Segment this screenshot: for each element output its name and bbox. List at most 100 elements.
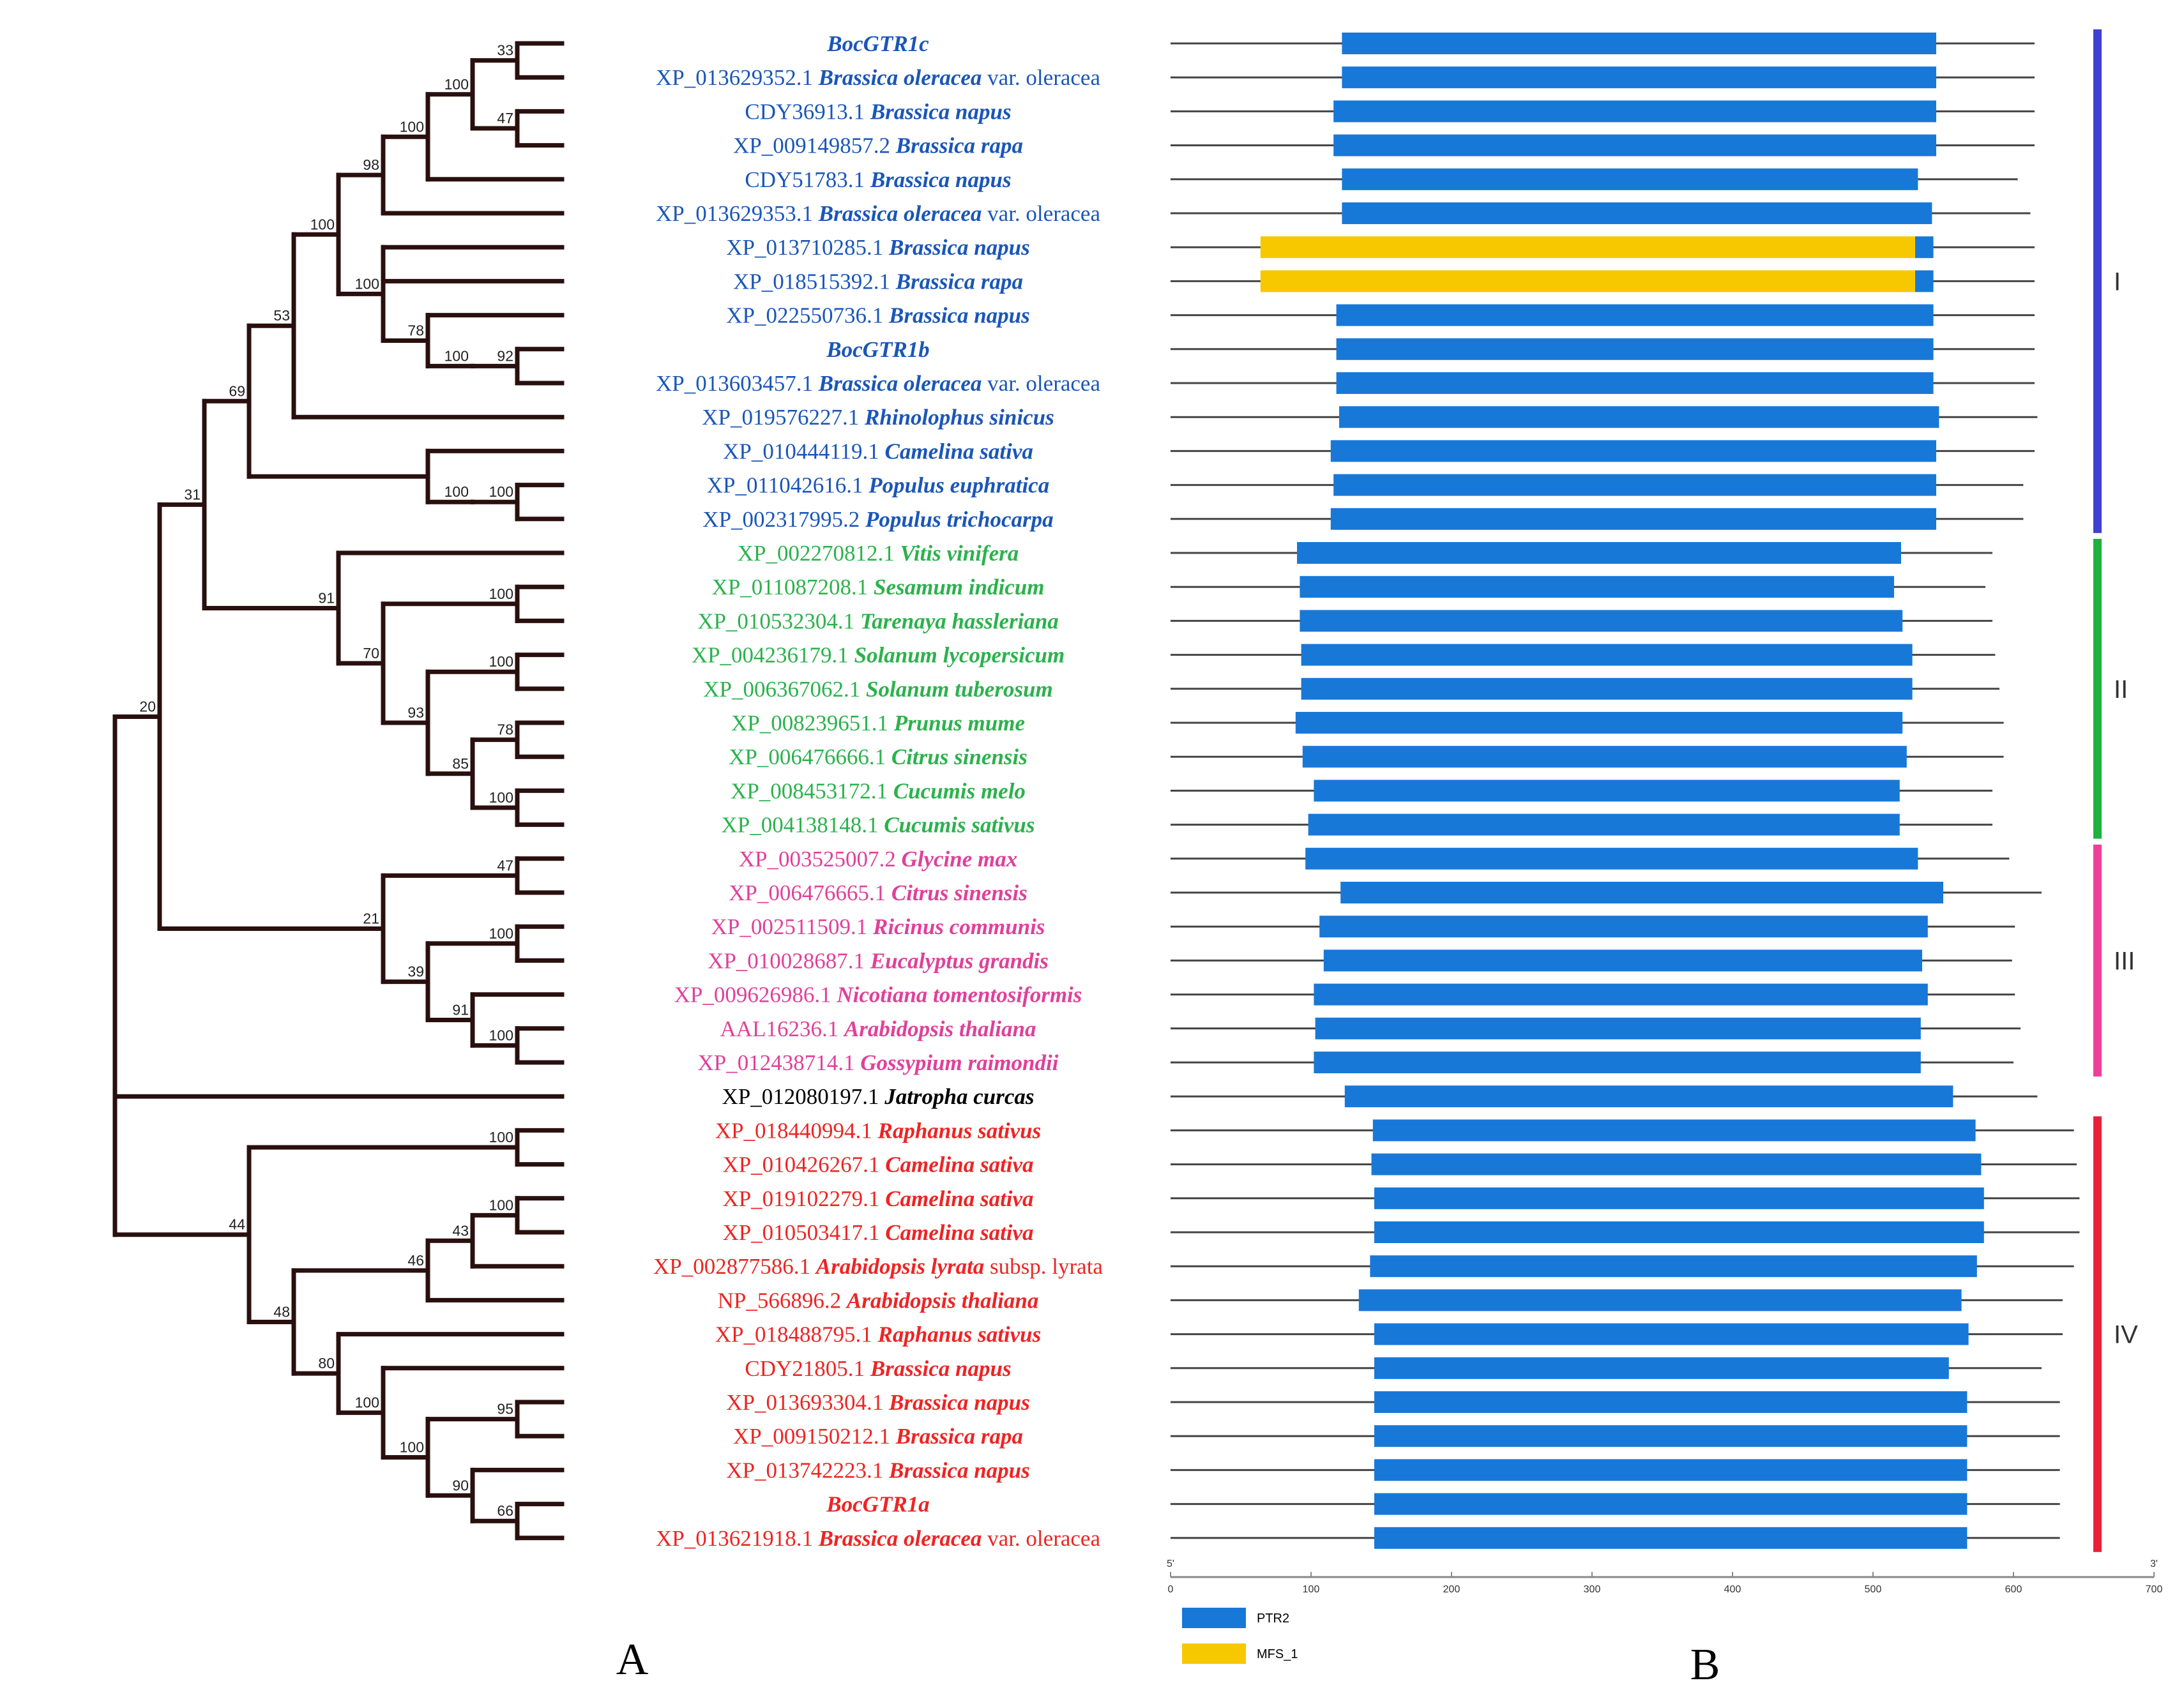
taxon-label: XP_018440994.1 Raphanus sativus: [715, 1118, 1042, 1143]
domain-row: [1171, 1119, 2074, 1142]
domain-legend: PTR2 MFS_1: [1182, 1608, 1298, 1664]
ptr2-domain: [1308, 813, 1900, 836]
species-name: Arabidopsis lyrata: [815, 1254, 985, 1279]
species-name: Gossypium raimondii: [860, 1050, 1058, 1075]
axis-tick-label: 0: [1168, 1584, 1174, 1595]
species-name: Brassica napus: [888, 1390, 1030, 1415]
accession: CDY21805.1: [745, 1356, 870, 1381]
bootstrap-value: 90: [452, 1477, 469, 1493]
bootstrap-value: 100: [400, 118, 424, 135]
domain-row: [1171, 1255, 2074, 1278]
bootstrap-value: 47: [497, 110, 513, 126]
accession: XP_002877586.1: [653, 1254, 816, 1279]
clade-bar: [2093, 539, 2102, 839]
bootstrap-value: 100: [355, 1394, 379, 1411]
accession: XP_010444119.1: [723, 439, 884, 464]
ptr2-domain: [1344, 1085, 1953, 1108]
accession: XP_011087208.1: [712, 575, 874, 600]
taxon-label: XP_013621918.1 Brassica oleracea var. ol…: [656, 1526, 1100, 1551]
domain-row: [1171, 406, 2038, 428]
taxon-label: XP_012080197.1 Jatropha curcas: [722, 1084, 1034, 1109]
bootstrap-value: 44: [229, 1216, 245, 1233]
accession: XP_022550736.1: [726, 303, 889, 328]
infraspecific-name: var. oleracea: [982, 1526, 1100, 1551]
species-name: Citrus sinensis: [891, 744, 1028, 769]
domain-row: [1171, 1323, 2063, 1345]
clade-bar: [2093, 844, 2102, 1076]
taxon-label: XP_013710285.1 Brassica napus: [726, 235, 1030, 260]
axis-tick-label: 100: [1303, 1584, 1320, 1595]
bootstrap-value: 33: [497, 42, 513, 59]
accession: CDY51783.1: [745, 167, 870, 192]
taxon-label: CDY51783.1 Brassica napus: [745, 167, 1011, 192]
bootstrap-value: 95: [497, 1401, 513, 1417]
phylogenetic-tree: 33 47 100 100 98 92 100 78 100 100 53 100 100 69 100 10…: [112, 41, 565, 1541]
bootstrap-value: 53: [273, 307, 290, 324]
accession: XP_012438714.1: [698, 1050, 861, 1075]
taxon-label: XP_009626986.1 Nicotiana tomentosiformis: [674, 983, 1082, 1008]
species-name: Arabidopsis thaliana: [843, 1016, 1036, 1041]
bootstrap-value: 100: [355, 275, 379, 292]
taxon-label: XP_010444119.1 Camelina sativa: [723, 439, 1033, 464]
bootstrap-value: 100: [489, 1129, 513, 1145]
accession: XP_019102279.1: [722, 1186, 885, 1211]
domain-row: [1171, 1425, 2060, 1447]
ptr2-domain: [1333, 134, 1936, 156]
mfs1-domain: [1260, 236, 1915, 259]
accession: CDY36913.1: [745, 99, 870, 124]
domain-row: [1171, 1357, 2042, 1379]
ptr2-domain: [1340, 882, 1943, 903]
axis-tick-label: 500: [1865, 1584, 1882, 1595]
domain-row: [1171, 1187, 2080, 1209]
species-name: Raphanus sativus: [877, 1118, 1041, 1143]
mfs1-domain: [1260, 270, 1915, 292]
bootstrap-value: 92: [497, 347, 513, 364]
legend-swatch: [1182, 1608, 1246, 1628]
ptr2-domain: [1301, 677, 1913, 700]
panel-label-b: B: [1690, 1640, 1720, 1689]
bootstrap-value: 91: [318, 589, 335, 606]
species-name: Brassica napus: [888, 303, 1030, 328]
species-name: BocGTR1b: [826, 337, 929, 362]
axis-tick-label: 700: [2146, 1584, 2163, 1595]
taxon-label: XP_019102279.1 Camelina sativa: [722, 1186, 1033, 1211]
ptr2-domain: [1339, 406, 1939, 428]
ptr2-domain: [1330, 508, 1936, 530]
domain-row: [1171, 338, 2035, 360]
accession: XP_013603457.1: [656, 371, 819, 396]
species-name: BocGTR1c: [826, 31, 929, 56]
taxon-label: XP_018488795.1 Raphanus sativus: [715, 1322, 1042, 1347]
accession: XP_018440994.1: [715, 1118, 878, 1143]
bootstrap-value: 100: [400, 1438, 424, 1455]
clade-bar: [2093, 29, 2102, 533]
domain-row: [1171, 1052, 2013, 1073]
taxon-label: XP_006367062.1 Solanum tuberosum: [703, 677, 1053, 702]
domain-row: [1171, 134, 2035, 156]
taxon-label: XP_018515392.1 Brassica rapa: [733, 269, 1023, 294]
bootstrap-value: 20: [139, 698, 156, 714]
bootstrap-value: 100: [489, 483, 513, 500]
domain-row: [1171, 780, 1992, 802]
taxon-label: XP_010028687.1 Eucalyptus grandis: [708, 948, 1049, 973]
ptr2-domain: [1333, 100, 1936, 123]
domain-row: [1171, 677, 1999, 700]
bootstrap-value: 70: [363, 645, 379, 661]
bootstrap-value: 80: [318, 1355, 335, 1371]
accession: XP_004138148.1: [721, 813, 884, 838]
accession: XP_018515392.1: [733, 269, 896, 294]
bootstrap-value: 21: [363, 910, 379, 927]
accession: XP_009150212.1: [733, 1424, 896, 1449]
taxon-label: AAL16236.1 Arabidopsis thaliana: [720, 1016, 1036, 1041]
bootstrap-value: 100: [444, 76, 469, 93]
species-name: Brassica oleracea: [818, 65, 982, 90]
ptr2-domain: [1336, 338, 1934, 360]
species-name: Cucumis sativus: [884, 813, 1035, 838]
bootstrap-value: 47: [497, 857, 513, 873]
accession: XP_011042616.1: [707, 473, 868, 498]
taxon-label: BocGTR1c: [826, 31, 929, 56]
clade-label: II: [2114, 676, 2128, 704]
clade-bar: [2093, 1116, 2102, 1552]
domain-row: [1171, 202, 2031, 224]
taxon-label: BocGTR1b: [826, 337, 929, 362]
